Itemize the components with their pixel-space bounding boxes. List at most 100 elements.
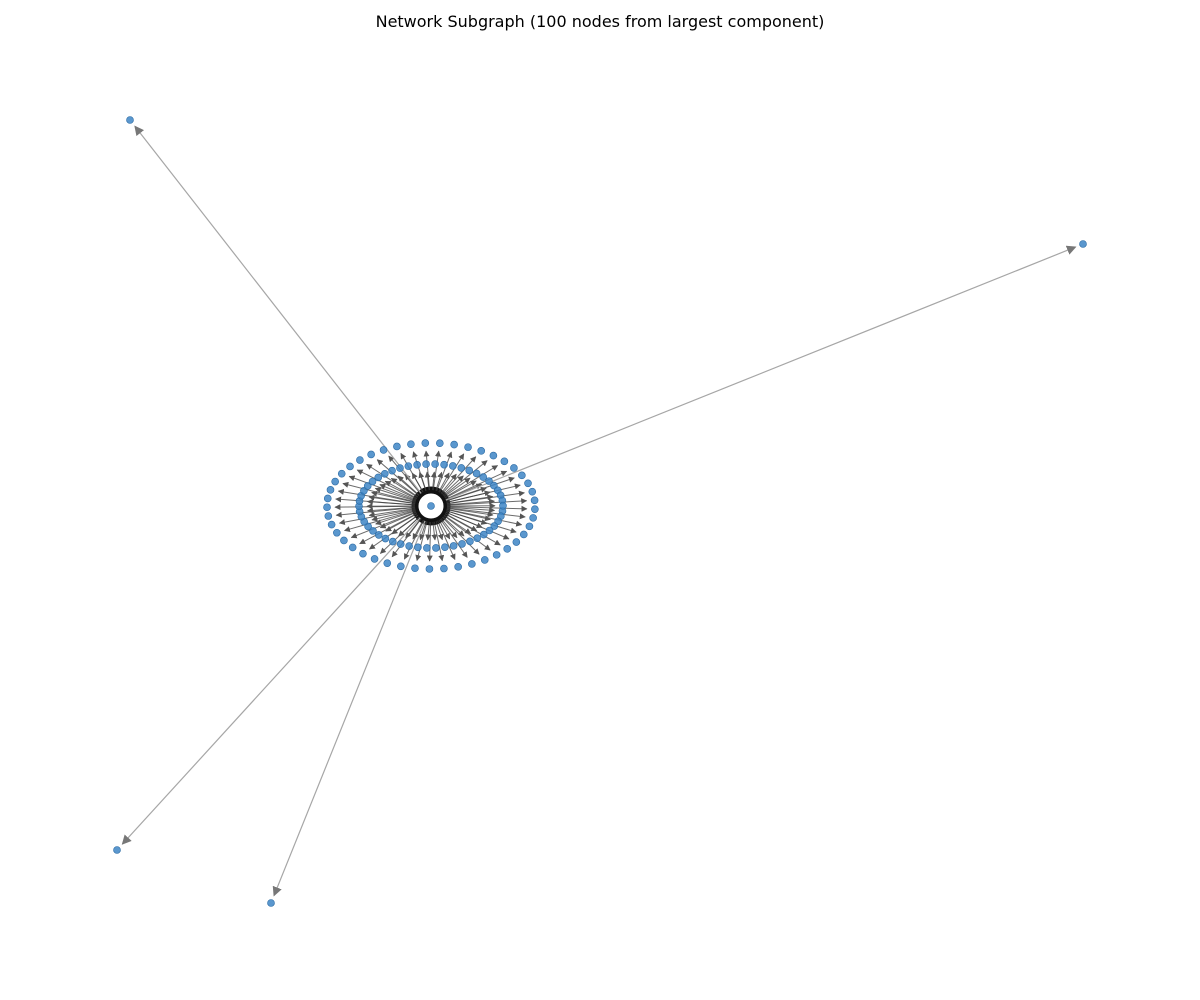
edge xyxy=(412,519,424,540)
graph-node xyxy=(450,440,458,449)
edge xyxy=(397,475,420,496)
graph-node xyxy=(407,440,415,448)
edge xyxy=(446,507,494,518)
edge xyxy=(446,494,494,505)
edge xyxy=(433,521,445,562)
edge xyxy=(446,508,523,527)
edge xyxy=(443,477,471,498)
graph-node xyxy=(326,486,335,494)
graph-node xyxy=(388,466,396,475)
edge xyxy=(384,480,418,499)
edge xyxy=(335,507,416,518)
graph-node xyxy=(449,462,457,470)
far-edge xyxy=(445,245,1077,501)
graph-node xyxy=(473,534,482,543)
graph-node xyxy=(489,451,498,460)
graph-node xyxy=(479,473,488,481)
graph-node xyxy=(374,531,383,539)
graph-node xyxy=(413,460,421,469)
edge xyxy=(371,490,416,503)
graph-node xyxy=(324,512,333,520)
graph-node xyxy=(440,564,448,573)
graph-node xyxy=(525,522,534,531)
edge xyxy=(440,473,457,494)
graph-node xyxy=(529,514,537,522)
edge xyxy=(391,514,419,535)
outlier-node xyxy=(1079,240,1087,248)
edge xyxy=(446,506,496,514)
edge xyxy=(390,477,419,498)
graph-node xyxy=(431,460,439,468)
graph-node xyxy=(422,460,430,468)
edge xyxy=(415,521,428,562)
edge xyxy=(446,498,528,506)
graph-node xyxy=(337,469,346,478)
graph-node xyxy=(524,479,532,488)
edge xyxy=(446,507,526,520)
edge xyxy=(411,472,424,493)
graph-node xyxy=(441,543,449,552)
graph-node xyxy=(405,542,413,550)
edge xyxy=(424,471,431,491)
edge xyxy=(440,518,458,539)
edge xyxy=(446,510,488,525)
edge xyxy=(436,451,453,492)
graph-node xyxy=(414,543,422,552)
edge xyxy=(444,513,478,532)
graph-node xyxy=(485,477,493,485)
edge xyxy=(446,490,491,503)
edge xyxy=(425,521,432,541)
graph-node xyxy=(333,528,341,537)
edge xyxy=(423,450,431,491)
outlier-node xyxy=(267,899,275,907)
far-edge xyxy=(272,520,426,897)
graph-node xyxy=(454,563,462,571)
edge xyxy=(442,516,465,537)
graph-node xyxy=(359,549,367,558)
edge xyxy=(398,516,420,537)
graph-node xyxy=(499,501,507,510)
graph-node xyxy=(464,443,472,451)
graph-node xyxy=(440,460,448,469)
graph-node xyxy=(510,464,518,472)
graph-node xyxy=(500,457,509,466)
graph-node xyxy=(393,442,401,451)
far-edge xyxy=(121,517,421,845)
graph-node xyxy=(528,487,537,496)
graph-node xyxy=(379,446,388,454)
hub-node xyxy=(427,502,435,510)
graph-node xyxy=(472,469,481,478)
graph-node xyxy=(411,564,419,573)
graph-node xyxy=(368,477,377,486)
graph-node xyxy=(485,526,494,535)
edge xyxy=(442,475,464,496)
edge xyxy=(379,511,417,529)
graph-node xyxy=(323,503,331,512)
edge xyxy=(438,472,450,493)
edge xyxy=(375,510,416,526)
edge xyxy=(435,521,444,541)
graph-node xyxy=(423,544,431,552)
graph-node xyxy=(397,562,405,571)
nodes-layer xyxy=(113,116,1087,907)
graph-node xyxy=(370,555,379,563)
graph-node xyxy=(374,473,383,482)
edge xyxy=(444,480,477,499)
edge xyxy=(430,471,437,491)
graph-node xyxy=(346,462,354,471)
graph-node xyxy=(356,456,364,464)
graph-node xyxy=(404,462,413,470)
graph-node xyxy=(530,496,539,505)
graph-node xyxy=(479,530,488,539)
edge xyxy=(403,520,425,560)
edge xyxy=(368,507,416,518)
graph-node xyxy=(503,545,512,553)
edge xyxy=(418,471,427,491)
edge xyxy=(431,521,438,541)
graph-node xyxy=(331,477,339,486)
graph-node xyxy=(383,559,392,567)
edge xyxy=(366,498,416,506)
edge xyxy=(446,498,496,506)
graph-node xyxy=(381,534,390,543)
edge xyxy=(443,514,472,535)
